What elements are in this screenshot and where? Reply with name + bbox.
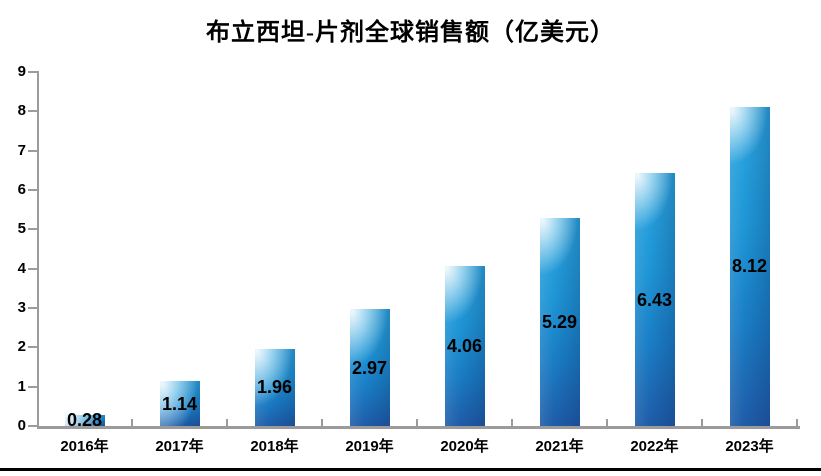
y-axis-tick: [28, 228, 37, 231]
bar: [539, 217, 580, 426]
x-axis-label: 2022年: [630, 438, 679, 455]
bar-value-label: 1.14: [161, 393, 198, 414]
bar: [159, 381, 200, 426]
y-axis-line: [37, 71, 39, 428]
y-axis-tick: [28, 189, 37, 191]
bar: [634, 173, 675, 426]
bar: [349, 309, 390, 426]
x-axis-label: 2019年: [345, 438, 394, 455]
bar-value-label: 6.43: [636, 289, 673, 310]
x-axis-tick: [321, 419, 323, 426]
y-axis-label: 8: [17, 102, 26, 120]
y-axis-tick: [28, 307, 37, 309]
x-axis-tick: [226, 419, 228, 426]
y-axis-tick: [28, 425, 37, 427]
x-axis-tick: [606, 419, 608, 426]
y-axis-tick: [28, 346, 37, 349]
x-axis-tick: [701, 419, 703, 426]
bar: [254, 348, 295, 426]
y-axis-label: 7: [17, 141, 26, 159]
x-axis-label: 2018年: [250, 438, 299, 455]
bar-value-label: 2.97: [351, 357, 388, 378]
x-axis-label: 2021年: [535, 438, 584, 455]
x-axis-tick: [511, 419, 513, 426]
chart-title: 布立西坦-片剂全球销售额（亿美元）: [206, 20, 615, 46]
y-axis-label: 1: [17, 377, 26, 395]
x-axis-tick: [131, 419, 133, 426]
y-axis-tick: [28, 385, 37, 388]
x-axis-label: 2020年: [440, 438, 489, 455]
bar-value-label: 0.28: [66, 410, 103, 431]
y-axis-label: 2: [17, 338, 26, 356]
bar: [729, 106, 770, 426]
x-axis-label: 2016年: [60, 438, 109, 455]
y-axis-tick: [28, 110, 37, 113]
y-axis-label: 4: [17, 259, 26, 277]
x-axis-label: 2023年: [725, 438, 774, 455]
y-axis-label: 5: [17, 220, 26, 238]
x-axis-tick: [796, 419, 798, 426]
bar: [64, 414, 105, 426]
y-axis-tick: [28, 149, 37, 152]
bar: [444, 266, 485, 426]
bar-value-label: 4.06: [446, 336, 483, 357]
x-axis-line: [37, 426, 800, 429]
x-axis-label: 2017年: [155, 438, 204, 455]
bottom-border-line: [0, 468, 821, 471]
bar-value-label: 1.96: [256, 377, 293, 398]
y-axis-tick: [28, 71, 37, 73]
y-axis-label: 9: [17, 63, 26, 80]
y-axis-tick: [28, 267, 37, 270]
y-axis-label: 0: [17, 417, 26, 434]
bar-value-label: 5.29: [541, 311, 578, 332]
x-axis-tick: [416, 419, 418, 426]
bar-value-label: 8.12: [731, 256, 768, 277]
y-axis-label: 6: [17, 181, 26, 198]
y-axis-label: 3: [17, 299, 26, 316]
